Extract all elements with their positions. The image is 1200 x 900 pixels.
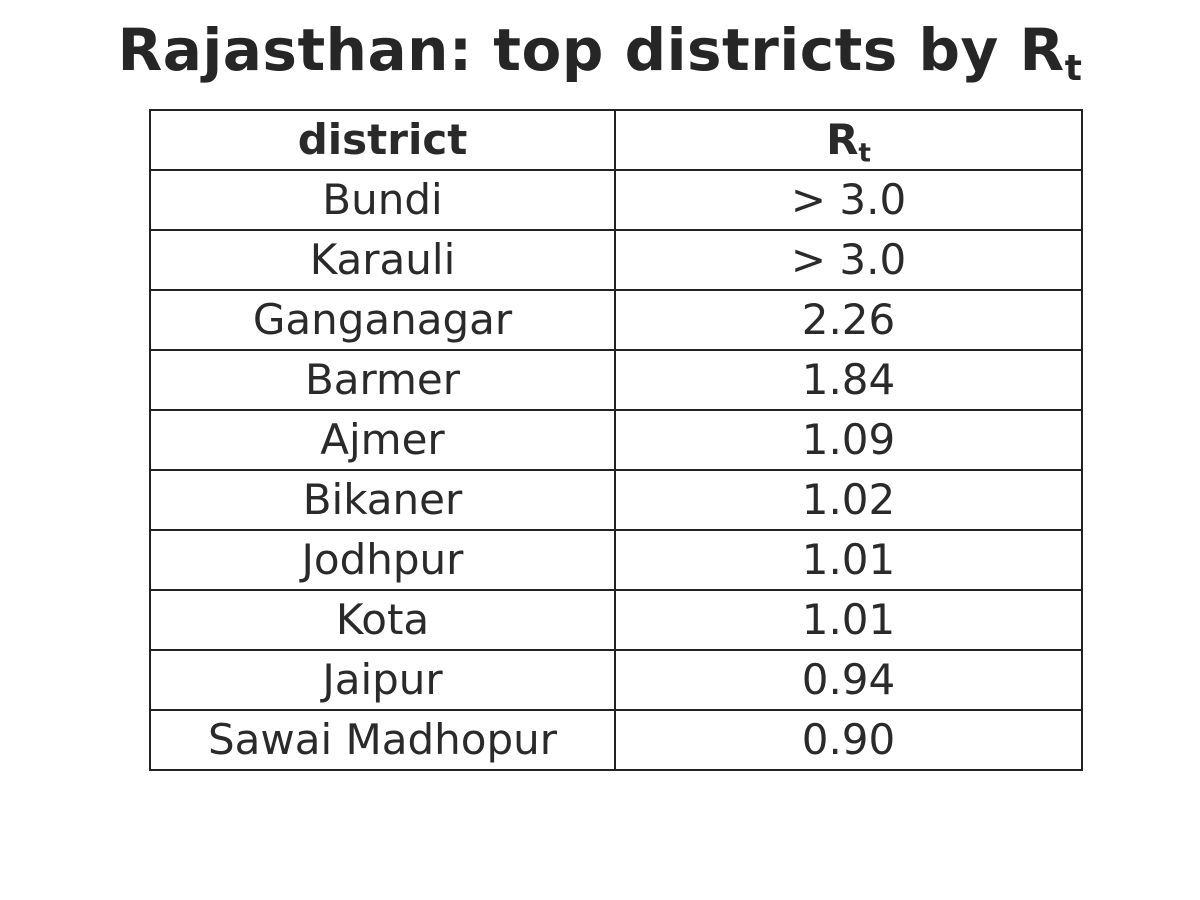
rt-value-cell: 1.01 xyxy=(614,529,1083,591)
table-body: Bundi > 3.0 Karauli > 3.0 Ganganagar 2.26 Barm… xyxy=(149,169,1083,771)
chart-title: Rajasthan: top districts by Rt xyxy=(0,10,1200,90)
chart-title-main: Rajasthan: top districts by R xyxy=(117,16,1065,84)
district-cell: Kota xyxy=(149,589,616,651)
table-header-row: district Rt xyxy=(149,109,1083,171)
table-row: Jodhpur 1.01 xyxy=(149,529,1083,591)
column-header-rt: Rt xyxy=(614,109,1083,171)
table-row: Ganganagar 2.26 xyxy=(149,289,1083,351)
district-cell: Karauli xyxy=(149,229,616,291)
rt-value-cell: > 3.0 xyxy=(614,169,1083,231)
table-row: Karauli > 3.0 xyxy=(149,229,1083,291)
rt-value-cell: 2.26 xyxy=(614,289,1083,351)
rt-value-cell: 0.90 xyxy=(614,709,1083,771)
district-cell: Jaipur xyxy=(149,649,616,711)
district-cell: Ganganagar xyxy=(149,289,616,351)
rt-table: district Rt Bundi > 3.0 Karauli > 3.0 Gangan… xyxy=(149,109,1083,771)
chart-title-subscript: t xyxy=(1064,48,1083,90)
table-row: Ajmer 1.09 xyxy=(149,409,1083,471)
rt-value-cell: 1.02 xyxy=(614,469,1083,531)
rt-value-cell: 0.94 xyxy=(614,649,1083,711)
table-row: Kota 1.01 xyxy=(149,589,1083,651)
district-cell: Sawai Madhopur xyxy=(149,709,616,771)
table-row: Sawai Madhopur 0.90 xyxy=(149,709,1083,771)
table-row: Jaipur 0.94 xyxy=(149,649,1083,711)
table-row: Barmer 1.84 xyxy=(149,349,1083,411)
table-row: Bikaner 1.02 xyxy=(149,469,1083,531)
district-cell: Bikaner xyxy=(149,469,616,531)
district-cell: Barmer xyxy=(149,349,616,411)
district-cell: Jodhpur xyxy=(149,529,616,591)
column-header-rt-subscript: t xyxy=(858,138,871,169)
district-cell: Ajmer xyxy=(149,409,616,471)
column-header-district-label: district xyxy=(297,115,468,164)
column-header-district: district xyxy=(149,109,616,171)
table-row: Bundi > 3.0 xyxy=(149,169,1083,231)
district-cell: Bundi xyxy=(149,169,616,231)
rt-value-cell: 1.84 xyxy=(614,349,1083,411)
column-header-rt-label: R xyxy=(826,115,859,164)
rt-value-cell: > 3.0 xyxy=(614,229,1083,291)
rt-value-cell: 1.09 xyxy=(614,409,1083,471)
rt-value-cell: 1.01 xyxy=(614,589,1083,651)
